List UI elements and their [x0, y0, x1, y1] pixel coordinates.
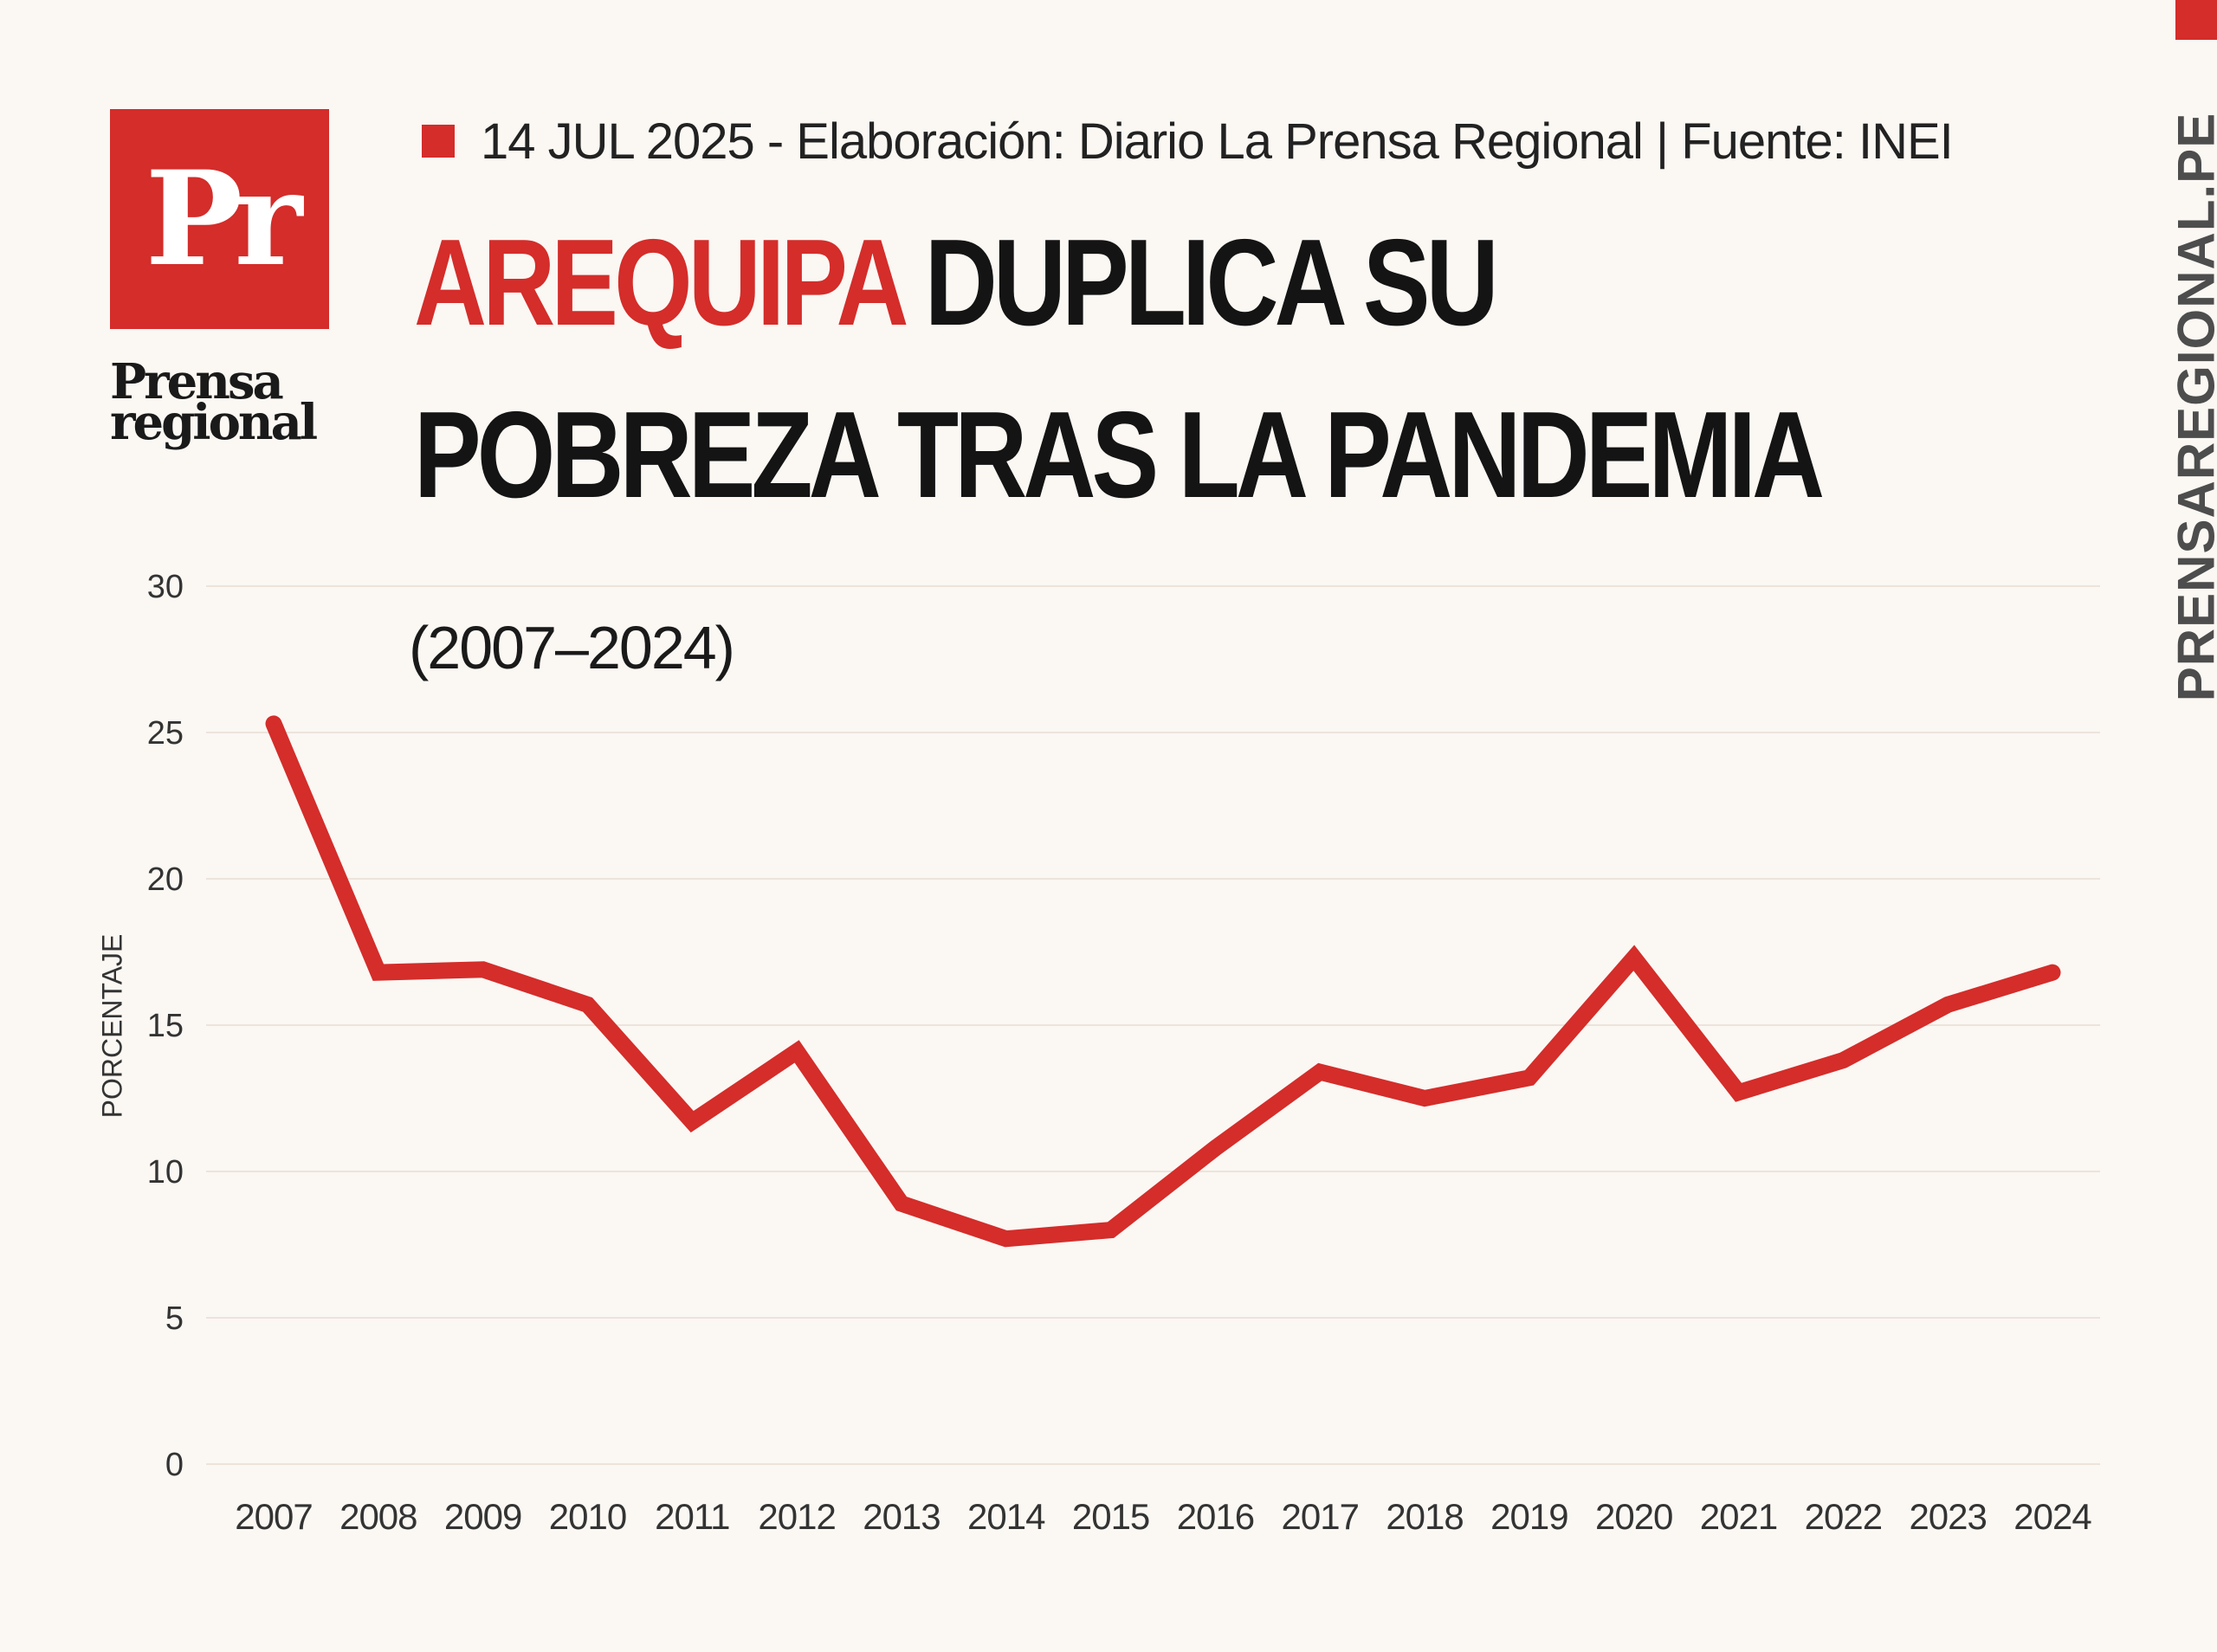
meta-line: 14 JUL 2025 - Elaboración: Diario La Pre…	[422, 111, 1954, 171]
data-point	[1947, 1003, 1949, 1006]
headline-line-1: AREQUIPA DUPLICA SU	[414, 197, 1820, 370]
data-point	[377, 971, 379, 974]
x-tick-label: 2014	[967, 1496, 1045, 1537]
x-tick-label: 2009	[444, 1496, 521, 1537]
headline-line-2: POBREZA TRAS LA PANDEMIA	[414, 385, 1825, 524]
logo-mark-text: Pr	[145, 143, 303, 295]
bullet-square-icon	[422, 125, 455, 158]
chart-subtitle: (2007–2024)	[409, 614, 735, 681]
y-tick-label: 0	[165, 1447, 184, 1483]
y-tick-label: 25	[147, 715, 184, 752]
x-tick-label: 2012	[758, 1496, 835, 1537]
x-tick-label: 2019	[1490, 1496, 1567, 1537]
x-tick-label: 2013	[863, 1496, 940, 1537]
x-tick-label: 2020	[1595, 1496, 1672, 1537]
x-tick-label: 2015	[1072, 1496, 1149, 1537]
x-tick-label: 2008	[339, 1496, 417, 1537]
chart-y-ticks: 0 5 10 15 20 25 30	[147, 569, 184, 1483]
x-tick-label: 2023	[1909, 1496, 1986, 1537]
y-tick-label: 15	[147, 1008, 184, 1044]
data-point	[1842, 1059, 1845, 1062]
data-point	[1005, 1237, 1007, 1240]
data-point	[1424, 1097, 1426, 1100]
data-point	[1528, 1076, 1530, 1079]
side-accent-bar	[2175, 0, 2217, 40]
data-point	[273, 722, 275, 725]
meta-text: 14 JUL 2025 - Elaboración: Diario La Pre…	[481, 113, 1954, 170]
logo-word-regional: regional	[110, 394, 318, 451]
x-tick-label: 2022	[1805, 1496, 1882, 1537]
headline: AREQUIPA DUPLICA SU POBREZA TRAS LA PAND…	[414, 197, 1825, 542]
logo-mark: Pr	[110, 109, 329, 329]
data-point	[2052, 971, 2053, 974]
data-point	[482, 968, 484, 971]
y-tick-label: 5	[165, 1300, 184, 1337]
logo-word-prensa: Prensa	[110, 353, 284, 410]
x-tick-label: 2024	[2013, 1496, 2091, 1537]
x-tick-label: 2018	[1386, 1496, 1463, 1537]
x-tick-label: 2007	[235, 1496, 312, 1537]
data-point	[691, 1120, 694, 1123]
data-point	[900, 1203, 902, 1205]
data-point	[586, 1003, 589, 1006]
data-point	[1214, 1146, 1217, 1149]
x-tick-label: 2021	[1700, 1496, 1777, 1537]
headline-accent: AREQUIPA	[414, 214, 905, 352]
chart-series	[265, 715, 2061, 1248]
data-point	[1319, 1071, 1322, 1074]
x-tick-label: 2010	[549, 1496, 626, 1537]
data-point	[1632, 957, 1635, 959]
y-tick-label: 20	[147, 861, 184, 898]
x-tick-label: 2017	[1282, 1496, 1359, 1537]
data-point	[1737, 1091, 1740, 1094]
headline-rest-line-1: DUPLICA SU	[901, 214, 1499, 352]
data-point	[1109, 1229, 1112, 1231]
y-axis-label: PORCENTAJE	[96, 933, 128, 1119]
y-tick-label: 30	[147, 569, 184, 605]
x-tick-label: 2016	[1177, 1496, 1254, 1537]
chart-gridlines	[206, 585, 2100, 1465]
x-tick-label: 2011	[655, 1496, 729, 1537]
y-tick-label: 10	[147, 1154, 184, 1191]
series-line	[265, 715, 2061, 1248]
chart-x-ticks: 2007 2008 2009 2010 2011 2012 2013 2014 2015 2016…	[235, 1496, 2092, 1537]
data-point	[796, 1050, 798, 1053]
